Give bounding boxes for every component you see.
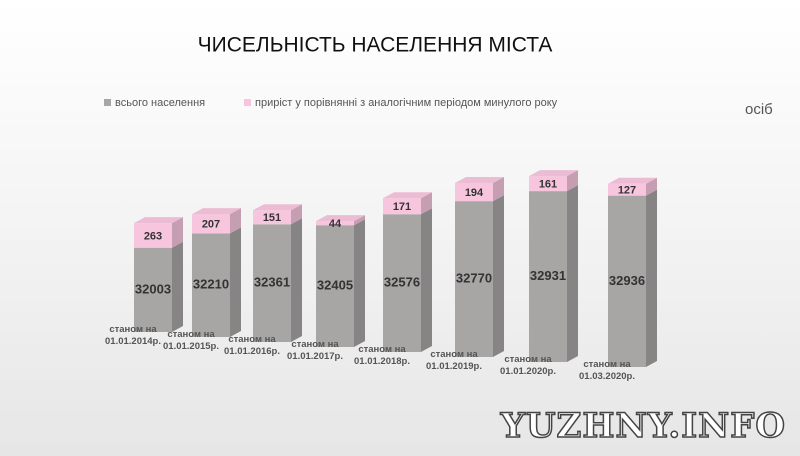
x-tick-label: станом на 01.01.2014р. xyxy=(105,324,161,347)
watermark: YUZHNY.INFO xyxy=(500,405,786,447)
bar-side xyxy=(493,177,504,202)
bar-side xyxy=(291,218,302,342)
bar-side xyxy=(421,192,432,215)
bar-side xyxy=(646,189,657,367)
bar-top xyxy=(455,177,504,184)
value-label: 171 xyxy=(393,201,411,213)
bar-segment xyxy=(383,214,421,352)
bar-side xyxy=(291,204,302,225)
bar-segment xyxy=(608,183,646,196)
value-label: 44 xyxy=(329,218,342,230)
legend-swatch xyxy=(104,99,111,106)
bar-segment xyxy=(316,221,354,226)
bar-segment xyxy=(455,201,493,357)
bar-side xyxy=(172,241,183,332)
bar-top xyxy=(529,170,578,177)
bar-side xyxy=(172,217,183,248)
value-label: 32936 xyxy=(609,273,645,288)
x-tick-label: станом на 01.01.2018р. xyxy=(354,344,410,367)
bar-segment xyxy=(253,210,291,225)
value-label: 32210 xyxy=(193,277,229,292)
bar-segment xyxy=(192,214,230,234)
bar-side xyxy=(493,195,504,357)
bar-top xyxy=(192,208,241,215)
legend-label: приріст у порівнянні з аналогічним періо… xyxy=(255,97,558,109)
bar-side xyxy=(354,215,365,226)
value-label: 32931 xyxy=(530,268,566,283)
bar-side xyxy=(567,185,578,362)
x-tick-label: станом на 01.01.2019р. xyxy=(426,349,482,372)
value-label: 32770 xyxy=(456,271,492,286)
unit-label: осіб xyxy=(745,101,773,118)
bar-segment xyxy=(529,191,567,362)
legend-label: всього населення xyxy=(115,97,205,109)
bar-top xyxy=(316,215,365,222)
x-tick-label: станом на 01.01.2015р. xyxy=(163,329,219,352)
x-tick-label: станом на 01.01.2020р. xyxy=(500,354,556,377)
x-tick-label: станом на 01.01.2016р. xyxy=(224,334,280,357)
bar-side xyxy=(230,227,241,337)
value-label: 194 xyxy=(465,187,484,199)
x-tick-label: станом на 01.03.2020р. xyxy=(579,359,635,382)
value-label: 32003 xyxy=(135,281,171,296)
value-label: 32361 xyxy=(254,275,290,290)
value-label: 32405 xyxy=(317,278,353,293)
legend-swatch xyxy=(244,99,251,106)
x-tick-label: станом на 01.01.2017р. xyxy=(287,339,343,362)
bar-top xyxy=(134,217,183,224)
value-label: 32576 xyxy=(384,275,420,290)
bar-segment xyxy=(192,233,230,337)
bar-segment xyxy=(455,183,493,202)
value-label: 207 xyxy=(202,219,220,231)
bar-top xyxy=(608,177,657,184)
bar-segment xyxy=(134,247,172,332)
bar-segment xyxy=(134,223,172,248)
bar-segment xyxy=(529,176,567,192)
bar-segment xyxy=(383,198,421,215)
bar-segment xyxy=(316,225,354,347)
bar-segment xyxy=(253,224,291,342)
bar-side xyxy=(354,219,365,347)
value-label: 161 xyxy=(539,178,557,190)
bar-segment xyxy=(608,195,646,367)
value-label: 127 xyxy=(618,185,636,197)
chart-title: ЧИСЕЛЬНІСТЬ НАСЕЛЕННЯ МІСТА xyxy=(198,34,553,57)
bar-side xyxy=(567,170,578,192)
bar-top xyxy=(253,204,302,211)
bar-top xyxy=(383,192,432,199)
bar-side xyxy=(646,177,657,196)
bar-side xyxy=(230,208,241,234)
value-label: 151 xyxy=(263,212,281,224)
value-label: 263 xyxy=(144,230,162,242)
bar-side xyxy=(421,208,432,352)
